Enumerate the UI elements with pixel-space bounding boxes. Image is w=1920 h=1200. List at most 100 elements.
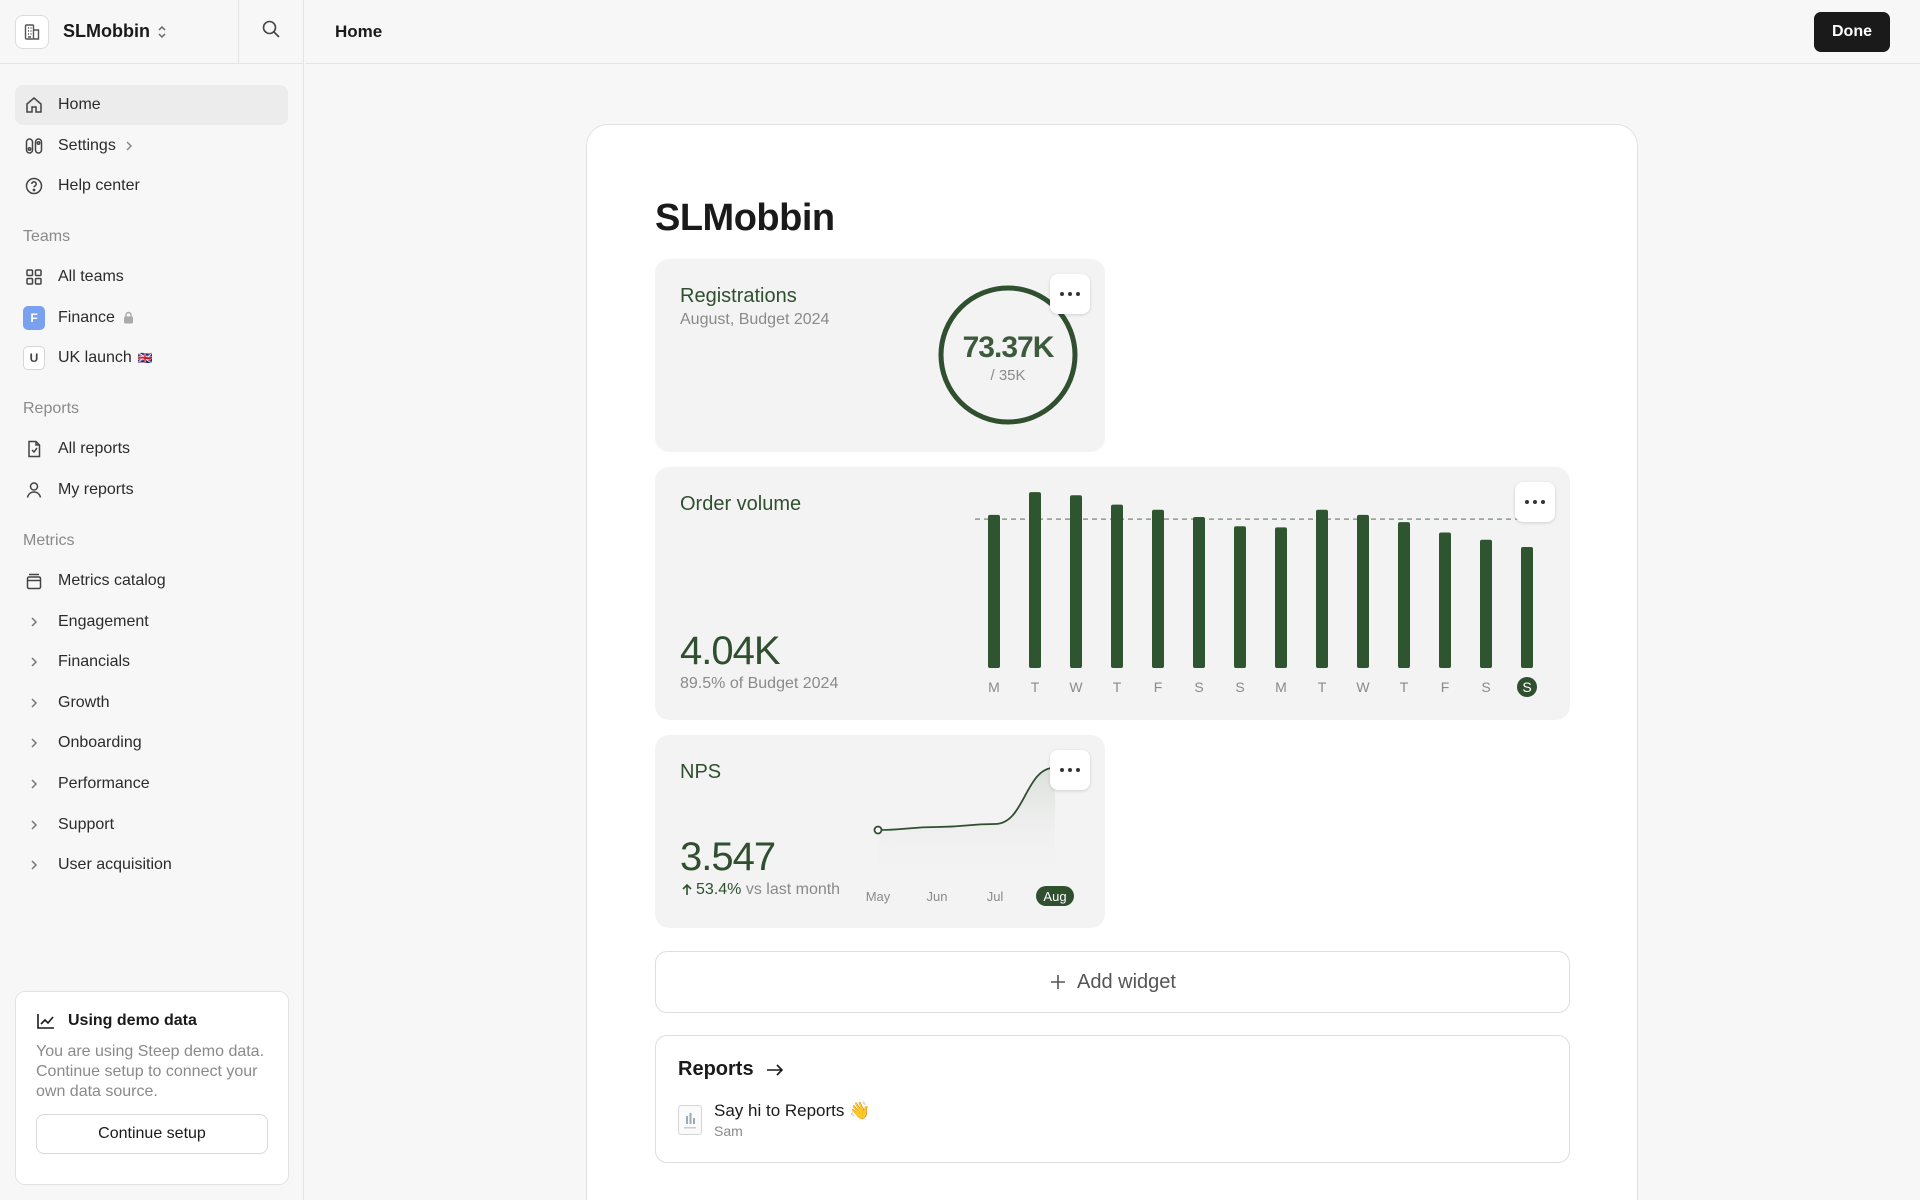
widget-more-button[interactable] — [1050, 274, 1090, 314]
dot — [1533, 500, 1537, 504]
sidebar-item-label: All reports — [58, 440, 131, 458]
report-author: Sam — [714, 1123, 743, 1139]
sidebar-item-growth[interactable]: Growth — [15, 683, 288, 723]
nps-change-note: 53.4% vs last month — [680, 881, 840, 899]
dot — [1068, 768, 1072, 772]
widget-subtitle: August, Budget 2024 — [680, 311, 830, 328]
x-tick-label: T — [1113, 679, 1122, 695]
workspace-switcher[interactable]: SLMobbin — [0, 0, 240, 64]
sidebar-item-help-center[interactable]: Help center — [15, 166, 288, 206]
chevron-right-icon — [23, 773, 45, 795]
dot — [1068, 292, 1072, 296]
report-item[interactable]: Say hi to Reports 👋 Sam — [678, 1101, 870, 1139]
x-tick-label: M — [1275, 679, 1287, 695]
sidebar-item-user-acquisition[interactable]: User acquisition — [15, 845, 288, 885]
add-widget-label: Add widget — [1077, 970, 1176, 993]
workspace-name: SLMobbin — [63, 21, 150, 41]
bar — [988, 514, 1000, 668]
page-breadcrumb: Home — [335, 21, 383, 41]
bar — [1398, 522, 1410, 668]
sidebar-item-label: All teams — [58, 268, 124, 286]
sidebar-item-label: Growth — [58, 693, 110, 711]
sidebar-item-label: Help center — [58, 177, 140, 195]
sidebar-item-settings[interactable]: Settings — [15, 126, 288, 166]
sidebar-item-home[interactable]: Home — [15, 85, 288, 125]
help-icon — [23, 175, 45, 197]
sidebar-item-label: Engagement — [58, 612, 149, 630]
dashboard-canvas: SLMobbin Registrations August, Budget 20… — [586, 124, 1638, 1200]
widget-more-button[interactable] — [1515, 482, 1555, 522]
bar — [1234, 526, 1246, 668]
demo-data-text: You are using Steep demo data. Continue … — [36, 1043, 265, 1100]
chevron-right-icon — [124, 140, 134, 152]
progress-ring-arc — [938, 285, 1078, 425]
sidebar-item-all-teams[interactable]: All teams — [15, 257, 288, 297]
nps-area — [878, 767, 1055, 875]
bar — [1152, 509, 1164, 668]
order-volume-widget[interactable]: Order volume 4.04K 89.5% of Budget 2024 … — [655, 467, 1570, 720]
chevron-right-icon — [23, 814, 45, 836]
sidebar-item-label: Metrics catalog — [58, 571, 166, 589]
arrow-up-icon — [680, 883, 694, 897]
demo-data-header: Using demo data — [36, 1012, 268, 1030]
sidebar-item-finance[interactable]: F Finance — [15, 298, 288, 338]
x-tick-label: W — [1069, 679, 1083, 695]
bar — [1275, 527, 1287, 668]
sidebar-item-metrics-catalog[interactable]: Metrics catalog — [15, 561, 288, 601]
x-tick-label: T — [1400, 679, 1409, 695]
x-tick-label: Jul — [987, 889, 1004, 904]
team-badge: U — [23, 346, 45, 371]
chevron-right-icon — [23, 692, 45, 714]
done-button[interactable]: Done — [1814, 12, 1890, 52]
chevron-updown-icon — [156, 25, 168, 39]
sidebar-item-engagement[interactable]: Engagement — [15, 602, 288, 642]
report-item-text: Say hi to Reports 👋 Sam — [714, 1101, 870, 1139]
registrations-target: / 35K — [990, 367, 1026, 384]
page-title: SLMobbin — [655, 197, 835, 239]
chevron-right-icon — [23, 651, 45, 673]
sidebar-item-uk-launch[interactable]: U UK launch 🇬🇧 — [15, 338, 288, 378]
demo-data-card: Using demo data You are using Steep demo… — [15, 991, 289, 1185]
x-tick-label: S — [1194, 679, 1203, 695]
sidebar-item-all-reports[interactable]: All reports — [15, 429, 288, 469]
add-widget-button[interactable]: Add widget — [655, 951, 1570, 1013]
nps-line — [877, 766, 1056, 831]
x-tick-label: S — [1481, 679, 1490, 695]
reports-card: Reports Say hi to Reports 👋 Sam — [655, 1035, 1570, 1163]
nps-chart: May Jun Jul Aug — [866, 766, 1074, 906]
x-tick-label: Jun — [927, 889, 948, 904]
search-button[interactable] — [239, 0, 303, 64]
continue-setup-button[interactable]: Continue setup — [36, 1114, 268, 1154]
uk-flag-icon: 🇬🇧 — [137, 351, 153, 366]
sidebar-item-label: User acquisition — [58, 856, 172, 874]
nps-change-value: 53.4% — [696, 881, 742, 898]
sidebar-item-financials[interactable]: Financials — [15, 642, 288, 682]
sidebar-item-label: Home — [58, 96, 101, 113]
x-tick-label: S — [1235, 679, 1244, 695]
lock-icon — [123, 311, 134, 324]
sidebar-item-onboarding[interactable]: Onboarding — [15, 723, 288, 763]
sidebar-item-my-reports[interactable]: My reports — [15, 470, 288, 510]
nps-widget[interactable]: NPS 3.547 53.4% vs last month May Jun Jul A… — [655, 735, 1105, 928]
reports-section-title: Reports — [23, 400, 80, 418]
x-tick-label: T — [1031, 679, 1040, 695]
x-tick-label: F — [1154, 679, 1163, 695]
widget-more-button[interactable] — [1050, 750, 1090, 790]
bar — [1439, 532, 1451, 668]
line-chart-icon — [36, 1012, 56, 1030]
active-month-pill — [1036, 886, 1074, 906]
nps-change-suffix: vs last month — [741, 881, 841, 898]
building-icon — [15, 14, 49, 49]
grid-icon — [23, 266, 45, 288]
x-tick-label: F — [1441, 679, 1450, 695]
report-icon — [23, 438, 45, 460]
sidebar-item-support[interactable]: Support — [15, 805, 288, 845]
progress-ring — [938, 285, 1078, 425]
chevron-right-icon — [23, 611, 45, 633]
sidebar-item-performance[interactable]: Performance — [15, 764, 288, 804]
reports-link[interactable]: Reports — [678, 1058, 784, 1081]
registrations-widget[interactable]: Registrations August, Budget 2024 73.37K… — [655, 259, 1105, 452]
sidebar-item-label: Support — [58, 815, 115, 833]
bar — [1521, 546, 1533, 668]
x-tick-label: Aug — [1043, 889, 1066, 904]
